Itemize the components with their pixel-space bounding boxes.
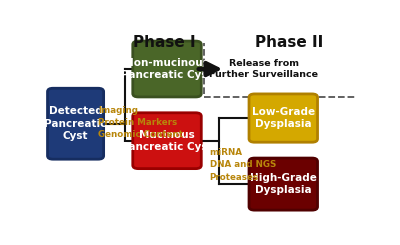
FancyBboxPatch shape [48, 88, 104, 159]
Text: Detected
Pancreatic
Cyst: Detected Pancreatic Cyst [44, 106, 107, 141]
Text: Release from
Further Surveillance: Release from Further Surveillance [210, 59, 318, 79]
Text: Low-Grade
Dysplasia: Low-Grade Dysplasia [252, 107, 315, 129]
FancyBboxPatch shape [249, 94, 318, 142]
Text: miRNA
DNA and NGS
Proteases: miRNA DNA and NGS Proteases [210, 148, 276, 182]
Text: High-Grade
Dysplasia: High-Grade Dysplasia [250, 173, 317, 195]
FancyBboxPatch shape [133, 113, 201, 169]
Text: Mucinous
Pancreatic Cyst: Mucinous Pancreatic Cyst [121, 130, 213, 152]
Text: Phase II: Phase II [254, 35, 323, 50]
Text: Phase I: Phase I [133, 35, 196, 50]
Text: Imaging
Protein Markers
Genomic Content: Imaging Protein Markers Genomic Content [98, 106, 183, 139]
Text: Non-mucinous
Pancreatic Cyst: Non-mucinous Pancreatic Cyst [121, 58, 213, 80]
FancyBboxPatch shape [249, 158, 318, 210]
FancyBboxPatch shape [133, 41, 201, 97]
